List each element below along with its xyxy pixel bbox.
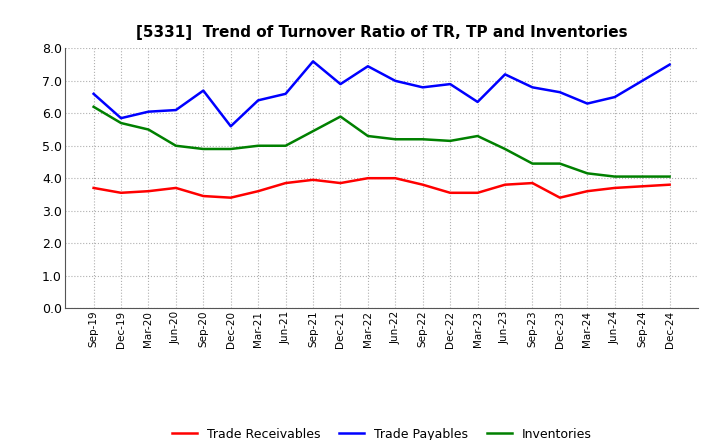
Trade Receivables bbox=[665, 182, 674, 187]
Trade Payables bbox=[638, 78, 647, 84]
Legend: Trade Receivables, Trade Payables, Inventories: Trade Receivables, Trade Payables, Inven… bbox=[166, 423, 597, 440]
Trade Receivables bbox=[638, 183, 647, 189]
Trade Payables bbox=[144, 109, 153, 114]
Inventories bbox=[611, 174, 619, 179]
Trade Receivables bbox=[336, 180, 345, 186]
Inventories bbox=[418, 136, 427, 142]
Trade Payables bbox=[665, 62, 674, 67]
Inventories bbox=[364, 133, 372, 139]
Inventories bbox=[171, 143, 180, 148]
Inventories bbox=[309, 128, 318, 134]
Trade Receivables bbox=[144, 188, 153, 194]
Trade Receivables bbox=[391, 176, 400, 181]
Trade Payables bbox=[364, 64, 372, 69]
Trade Payables bbox=[117, 116, 125, 121]
Trade Receivables bbox=[500, 182, 509, 187]
Trade Receivables bbox=[171, 185, 180, 191]
Inventories bbox=[282, 143, 290, 148]
Inventories bbox=[473, 133, 482, 139]
Trade Payables bbox=[446, 81, 454, 87]
Trade Receivables bbox=[89, 185, 98, 191]
Trade Payables bbox=[473, 99, 482, 105]
Trade Payables bbox=[254, 98, 263, 103]
Line: Inventories: Inventories bbox=[94, 107, 670, 176]
Inventories bbox=[199, 147, 207, 152]
Inventories bbox=[336, 114, 345, 119]
Trade Receivables bbox=[226, 195, 235, 200]
Inventories bbox=[226, 147, 235, 152]
Inventories bbox=[583, 171, 592, 176]
Line: Trade Receivables: Trade Receivables bbox=[94, 178, 670, 198]
Trade Receivables bbox=[199, 194, 207, 199]
Trade Receivables bbox=[611, 185, 619, 191]
Trade Payables bbox=[391, 78, 400, 84]
Trade Receivables bbox=[309, 177, 318, 183]
Trade Payables bbox=[500, 72, 509, 77]
Trade Receivables bbox=[446, 190, 454, 195]
Trade Receivables bbox=[364, 176, 372, 181]
Inventories bbox=[144, 127, 153, 132]
Trade Receivables bbox=[282, 180, 290, 186]
Trade Receivables bbox=[117, 190, 125, 195]
Trade Payables bbox=[282, 91, 290, 96]
Inventories bbox=[254, 143, 263, 148]
Trade Payables bbox=[418, 84, 427, 90]
Inventories bbox=[638, 174, 647, 179]
Inventories bbox=[446, 138, 454, 143]
Trade Payables bbox=[226, 124, 235, 129]
Trade Receivables bbox=[473, 190, 482, 195]
Trade Payables bbox=[611, 95, 619, 100]
Trade Receivables bbox=[556, 195, 564, 200]
Inventories bbox=[528, 161, 537, 166]
Trade Payables bbox=[583, 101, 592, 106]
Trade Payables bbox=[528, 84, 537, 90]
Trade Receivables bbox=[254, 188, 263, 194]
Inventories bbox=[500, 147, 509, 152]
Title: [5331]  Trend of Turnover Ratio of TR, TP and Inventories: [5331] Trend of Turnover Ratio of TR, TP… bbox=[136, 25, 627, 40]
Trade Receivables bbox=[528, 180, 537, 186]
Inventories bbox=[89, 104, 98, 110]
Inventories bbox=[556, 161, 564, 166]
Trade Payables bbox=[171, 107, 180, 113]
Inventories bbox=[665, 174, 674, 179]
Trade Receivables bbox=[418, 182, 427, 187]
Inventories bbox=[117, 121, 125, 126]
Trade Payables bbox=[556, 90, 564, 95]
Line: Trade Payables: Trade Payables bbox=[94, 61, 670, 126]
Inventories bbox=[391, 136, 400, 142]
Trade Receivables bbox=[583, 188, 592, 194]
Trade Payables bbox=[199, 88, 207, 93]
Trade Payables bbox=[336, 81, 345, 87]
Trade Payables bbox=[309, 59, 318, 64]
Trade Payables bbox=[89, 91, 98, 96]
